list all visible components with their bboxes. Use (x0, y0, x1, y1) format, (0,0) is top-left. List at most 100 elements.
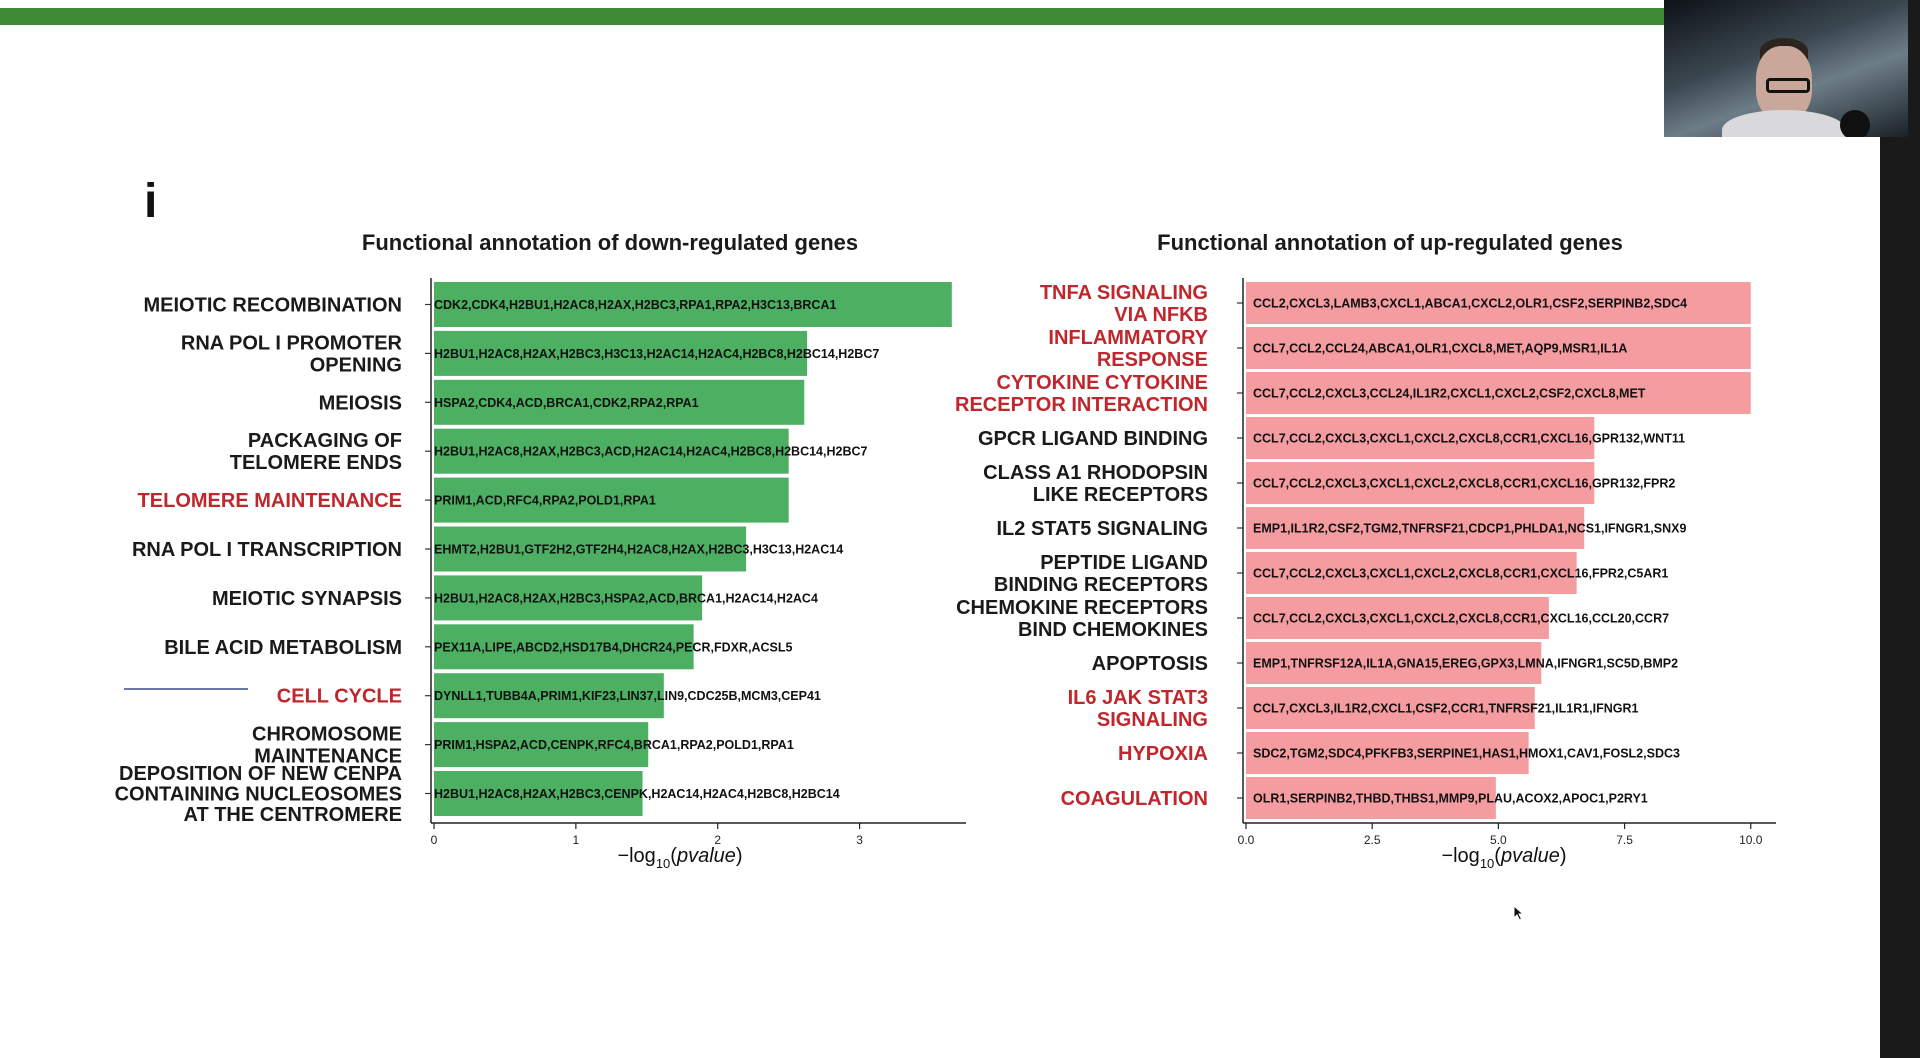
slide: i Functional annotation of down-regulate… (0, 0, 1880, 1058)
x-tick-label: 0.0 (1238, 833, 1255, 847)
bar (434, 330, 808, 376)
bar-gene-label: HSPA2,CDK4,ACD,BRCA1,CDK2,RPA2,RPA1 (434, 396, 699, 410)
category-label-line: LIKE RECEPTORS (1033, 484, 1208, 506)
category-label: TELOMERE MAINTENANCE (138, 490, 402, 512)
category-label-line: RNA POL I TRANSCRIPTION (132, 539, 402, 561)
bar (1246, 777, 1496, 819)
bar (1246, 282, 1751, 324)
bar-gene-label: H2BU1,H2AC8,H2AX,H2BC3,HSPA2,ACD,BRCA1,H… (434, 591, 818, 605)
bar-gene-label: CCL7,CCL2,CCL24,ABCA1,OLR1,CXCL8,MET,AQP… (1253, 342, 1627, 356)
bar (434, 722, 649, 768)
category-label-line: TELOMERE ENDS (230, 452, 402, 474)
category-label-line: BINDING RECEPTORS (994, 574, 1208, 596)
category-label: DEPOSITION OF NEW CENPA CONTAINING NUCLEO… (115, 763, 402, 826)
chart-panel-0: Functional annotation of down-regulated … (115, 230, 966, 871)
panel-letter: i (144, 175, 158, 228)
x-axis-label: −log10(pvalue) (1441, 845, 1566, 871)
bar (1246, 687, 1535, 729)
category-label-line: CHROMOSOME (252, 724, 402, 746)
category-label-line: MAINTENANCE (254, 746, 402, 768)
bar (1246, 732, 1529, 774)
title-accent-bar (0, 8, 1664, 25)
category-label-line: AT THE CENTROMERE (183, 804, 402, 826)
category-label: INFLAMMATORY RESPONSE (1048, 327, 1208, 371)
category-label-line: PEPTIDE LIGAND (1040, 552, 1208, 574)
microphone (1840, 110, 1870, 137)
bar-gene-label: H2BU1,H2AC8,H2AX,H2BC3,CENPK,H2AC14,H2AC… (434, 787, 840, 801)
bar-gene-label: CCL7,CCL2,CXCL3,CXCL1,CXCL2,CXCL8,CCR1,C… (1253, 567, 1668, 581)
category-label: RNA POL I TRANSCRIPTION (132, 539, 402, 561)
bar-gene-label: EMP1,TNFRSF12A,IL1A,GNA15,EREG,GPX3,LMNA… (1253, 657, 1678, 671)
category-label-line: IL6 JAK STAT3 (1068, 687, 1208, 709)
bar (1246, 507, 1585, 549)
chart-title: Functional annotation of up-regulated ge… (1157, 230, 1623, 255)
category-label: CHEMOKINE RECEPTORS BIND CHEMOKINES (956, 597, 1208, 641)
x-tick-label: 7.5 (1616, 833, 1633, 847)
category-label-line: VIA NFKB (1114, 304, 1208, 326)
category-label-line: RESPONSE (1097, 349, 1208, 371)
category-label: CYTOKINE CYTOKINE RECEPTOR INTERACTION (955, 372, 1208, 416)
bar (434, 477, 789, 523)
mouse-cursor-icon (1513, 905, 1525, 921)
bar (1246, 642, 1542, 684)
x-axis-label-close: ) (736, 845, 743, 867)
bar (1246, 417, 1595, 459)
x-tick-label: 2 (714, 833, 721, 847)
category-label: GPCR LIGAND BINDING (978, 428, 1208, 450)
category-label-line: PACKAGING OF (248, 430, 402, 452)
x-axis-label-close: ) (1560, 845, 1567, 867)
category-label: CLASS A1 RHODOPSIN LIKE RECEPTORS (983, 462, 1208, 506)
category-label: COAGULATION (1061, 788, 1208, 810)
bar-gene-label: PEX11A,LIPE,ABCD2,HSD17B4,DHCR24,PECR,FD… (434, 640, 792, 654)
category-label: PEPTIDE LIGAND BINDING RECEPTORS (994, 552, 1208, 596)
x-axis-label-subscript: 10 (656, 856, 670, 871)
x-axis-label-prefix: −log (1441, 845, 1479, 867)
category-label-line: TELOMERE MAINTENANCE (138, 490, 402, 512)
x-axis-label-italic: pvalue (676, 845, 736, 867)
bar (434, 526, 747, 572)
bar (434, 282, 952, 327)
category-label-line: CHEMOKINE RECEPTORS (956, 597, 1208, 619)
category-label-line: CLASS A1 RHODOPSIN (983, 462, 1208, 484)
chart-title: Functional annotation of down-regulated … (362, 230, 858, 255)
category-label: PACKAGING OF TELOMERE ENDS (230, 430, 402, 474)
presenter-body (1722, 110, 1846, 137)
category-label: TNFA SIGNALING VIA NFKB (1040, 282, 1208, 326)
x-tick-label: 1 (573, 833, 580, 847)
x-axis-label: −log10(pvalue) (617, 845, 742, 871)
bar (434, 575, 703, 621)
bar (1246, 327, 1751, 369)
category-label-line: CYTOKINE CYTOKINE (996, 372, 1208, 394)
x-tick-label: 3 (856, 833, 863, 847)
category-label-line: BILE ACID METABOLISM (164, 637, 402, 659)
category-label-line: SIGNALING (1097, 709, 1208, 731)
bar (1246, 372, 1751, 414)
annotation-charts: Functional annotation of down-regulated … (115, 230, 1776, 871)
bar-gene-label: OLR1,SERPINB2,THBD,THBS1,MMP9,PLAU,ACOX2… (1253, 792, 1648, 806)
bar (1246, 552, 1577, 594)
webcam-overlay (1664, 0, 1908, 137)
category-label: HYPOXIA (1118, 743, 1208, 765)
category-label: MEIOTIC RECOMBINATION (143, 295, 402, 317)
bar (1246, 462, 1595, 504)
category-label-line: CELL CYCLE (277, 686, 402, 708)
category-label-line: IL2 STAT5 SIGNALING (997, 518, 1209, 540)
bar (434, 379, 805, 425)
bar-gene-label: CCL7,CCL2,CXCL3,CXCL1,CXCL2,CXCL8,CCR1,C… (1253, 612, 1669, 626)
bar (434, 624, 694, 670)
category-label: MEIOTIC SYNAPSIS (212, 588, 402, 610)
presenter-glasses (1766, 78, 1810, 93)
chart-panel-1: Functional annotation of up-regulated ge… (955, 230, 1776, 871)
category-label: RNA POL I PROMOTER OPENING (181, 332, 403, 376)
bar-gene-label: H2BU1,H2AC8,H2AX,H2BC3,H3C13,H2AC14,H2AC… (434, 347, 879, 361)
bar (434, 428, 789, 474)
category-label: BILE ACID METABOLISM (164, 637, 402, 659)
bar-gene-label: PRIM1,HSPA2,ACD,CENPK,RFC4,BRCA1,RPA2,PO… (434, 738, 794, 752)
category-label-line: MEIOTIC SYNAPSIS (212, 588, 402, 610)
bar-gene-label: SDC2,TGM2,SDC4,PFKFB3,SERPINE1,HAS1,HMOX… (1253, 747, 1680, 761)
category-label-line: TNFA SIGNALING (1040, 282, 1208, 304)
bar-gene-label: DYNLL1,TUBB4A,PRIM1,KIF23,LIN37,LIN9,CDC… (434, 689, 821, 703)
category-label-line: INFLAMMATORY (1048, 327, 1208, 349)
x-tick-label: 5.0 (1490, 833, 1507, 847)
x-axis-label-open: ( (1494, 845, 1501, 867)
